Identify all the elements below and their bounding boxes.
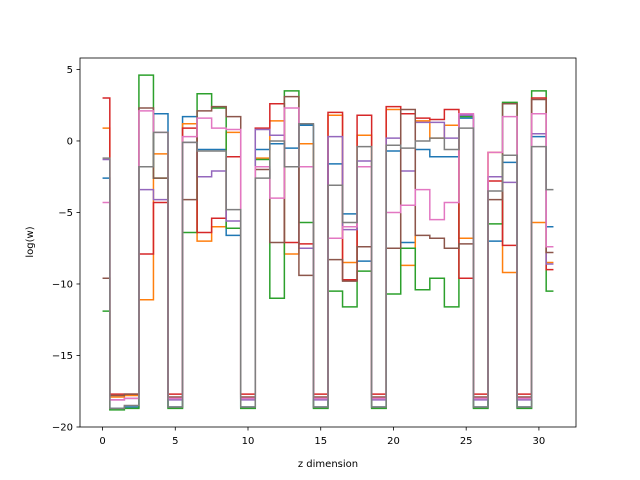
series-layer (102, 74, 554, 411)
x-tick-label: 0 (99, 436, 105, 447)
series-line-8 (102, 123, 554, 410)
y-tick-label: 0 (67, 136, 73, 147)
y-tick-label: −10 (52, 279, 73, 290)
y-tick-label: 5 (67, 65, 73, 76)
y-axis-ticks: −20 −15 −10 −5 0 5 (52, 65, 80, 434)
x-axis-label: z dimension (298, 459, 358, 470)
x-tick-label: 15 (314, 436, 327, 447)
x-axis-ticks: 0 5 10 15 20 25 30 (99, 427, 545, 447)
x-tick-label: 30 (533, 436, 546, 447)
y-tick-label: −5 (58, 208, 73, 219)
x-tick-label: 5 (172, 436, 178, 447)
x-tick-label: 10 (242, 436, 255, 447)
y-tick-label: −15 (52, 351, 73, 362)
x-tick-label: 25 (460, 436, 473, 447)
y-tick-label: −20 (52, 423, 73, 434)
x-tick-label: 20 (387, 436, 400, 447)
y-axis-label: log(w) (25, 226, 36, 257)
plot-frame (79, 57, 577, 428)
